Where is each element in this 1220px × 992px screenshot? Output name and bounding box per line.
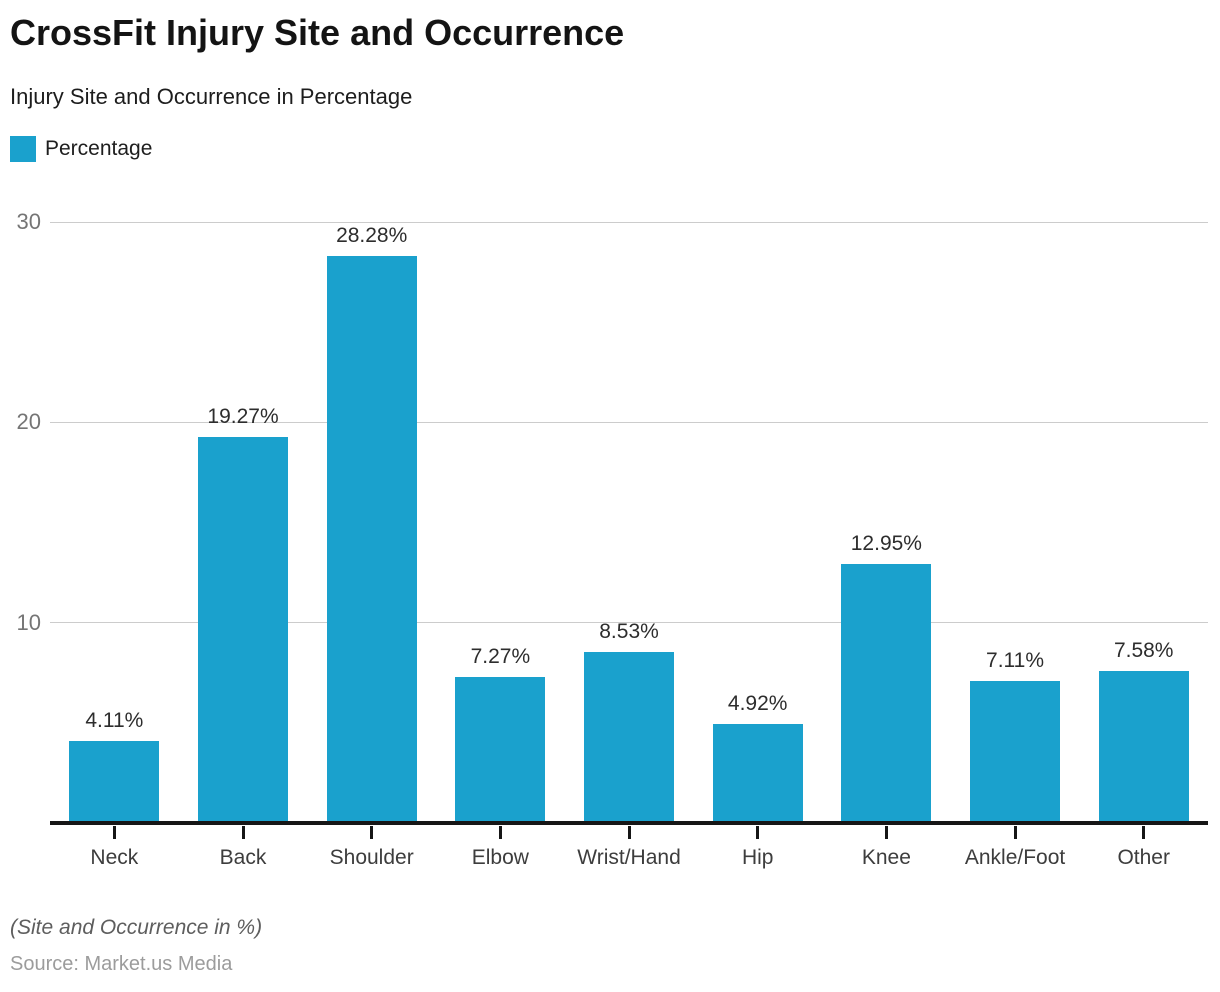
- bar-value-label: 7.11%: [986, 648, 1045, 672]
- category-slot: 28.28% Shoulder: [307, 190, 436, 869]
- x-axis-tick: [884, 826, 888, 839]
- legend-label: Percentage: [45, 137, 153, 160]
- category-slot: 7.58% Other: [1079, 190, 1208, 869]
- y-axis-tick-label: 10: [16, 609, 41, 635]
- source-text: Source: Market.us Media: [10, 953, 233, 975]
- bar-ankle-foot[interactable]: [970, 680, 1061, 821]
- bar-neck[interactable]: [69, 740, 160, 821]
- gridline: [50, 221, 1208, 223]
- bar-other[interactable]: [1098, 671, 1189, 821]
- x-axis-label: Elbow: [471, 846, 529, 869]
- category-slot: 4.92% Hip: [693, 190, 822, 869]
- category-slot: 8.53% Wrist/Hand: [565, 190, 694, 869]
- bar-wrist-hand[interactable]: [584, 652, 675, 821]
- footnote: (Site and Occurrence in %): [10, 916, 263, 939]
- x-axis-tick: [370, 826, 374, 839]
- page-subtitle: Injury Site and Occurrence in Percentage: [10, 84, 413, 109]
- bar-shoulder[interactable]: [326, 256, 417, 821]
- bar-chart: 4.11% Neck 19.27% Back 28.28% Shoulder 7.27% El…: [17, 190, 1208, 869]
- legend-swatch-icon: [10, 136, 36, 162]
- x-axis-tick: [498, 826, 502, 839]
- x-axis-tick: [756, 826, 760, 839]
- bar-value-label: 4.92%: [727, 692, 788, 716]
- bar-value-label: 12.95%: [850, 531, 922, 555]
- legend-item-percentage[interactable]: Percentage: [10, 136, 152, 162]
- x-axis-tick: [112, 826, 116, 839]
- gridline: [50, 622, 1208, 624]
- bar-value-label: 19.27%: [207, 404, 279, 428]
- y-axis-tick-label: 20: [16, 409, 41, 435]
- category-slot: 7.27% Elbow: [436, 190, 565, 869]
- x-axis-label: Back: [219, 846, 267, 869]
- y-axis-tick-label: 30: [16, 209, 41, 235]
- bar-value-label: 8.53%: [599, 620, 659, 644]
- x-axis-tick: [627, 826, 631, 839]
- x-axis-label: Shoulder: [329, 846, 414, 869]
- plot-area: 4.11% Neck 19.27% Back 28.28% Shoulder 7.27% El…: [50, 190, 1208, 869]
- x-axis-label: Neck: [90, 846, 139, 869]
- x-axis-tick: [241, 826, 245, 839]
- category-slot: 7.11% Ankle/Foot: [951, 190, 1080, 869]
- x-axis-label: Ankle/Foot: [964, 846, 1066, 869]
- x-axis-label: Other: [1117, 846, 1170, 869]
- category-slot: 4.11% Neck: [50, 190, 179, 869]
- x-axis-label: Knee: [861, 846, 911, 869]
- bar-value-label: 28.28%: [336, 224, 408, 248]
- bar-elbow[interactable]: [455, 677, 546, 821]
- bar-value-label: 7.27%: [470, 645, 531, 669]
- bar-knee[interactable]: [841, 563, 932, 821]
- page-title: CrossFit Injury Site and Occurrence: [10, 12, 625, 53]
- x-axis-tick: [1142, 826, 1146, 839]
- gridline: [50, 421, 1208, 423]
- x-axis-label: Wrist/Hand: [577, 846, 681, 869]
- x-axis-label: Hip: [741, 846, 774, 869]
- bar-value-label: 7.58%: [1113, 639, 1174, 663]
- category-slot: 12.95% Knee: [822, 190, 951, 869]
- bar-hip[interactable]: [712, 724, 803, 821]
- bar-back[interactable]: [198, 436, 288, 821]
- bar-value-label: 4.11%: [85, 708, 144, 732]
- x-axis-tick: [1013, 826, 1017, 839]
- x-axis-line: [50, 821, 1208, 825]
- category-slot: 19.27% Back: [179, 190, 308, 869]
